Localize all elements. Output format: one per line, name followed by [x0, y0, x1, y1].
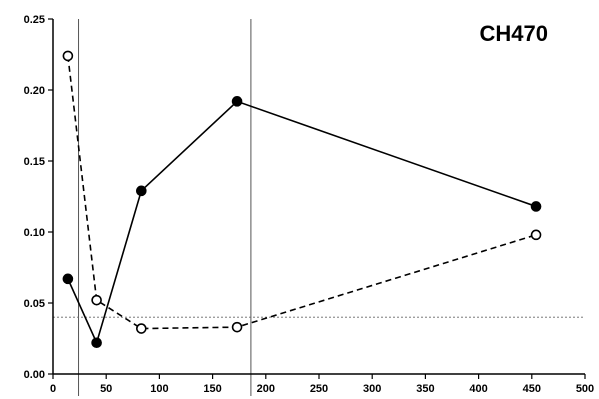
series-line-2	[67, 55, 537, 330]
filled-data-point	[136, 185, 147, 197]
reference-lines	[53, 19, 585, 396]
filled-data-point	[530, 201, 542, 212]
filled-data-point	[231, 96, 243, 107]
open-data-point	[91, 294, 102, 306]
open-data-point	[530, 229, 542, 241]
chart-title: CH470	[480, 21, 548, 46]
series-group	[62, 50, 542, 349]
x-tick-label: 150	[203, 383, 221, 395]
y-tick-label: 0.20	[24, 85, 45, 97]
x-tick-label: 250	[310, 383, 328, 395]
filled-data-point	[91, 337, 102, 349]
y-tick-label: 0.10	[24, 227, 45, 239]
x-tick-label: 50	[100, 383, 112, 395]
open-data-point	[231, 321, 243, 333]
x-tick-label: 0	[50, 383, 56, 395]
x-tick-label: 450	[523, 383, 541, 395]
y-tick-label: 0.15	[24, 156, 45, 168]
x-tick-label: 350	[416, 383, 434, 395]
x-tick-label: 100	[150, 383, 168, 395]
x-tick-label: 400	[469, 383, 487, 395]
x-tick-label: 300	[363, 383, 381, 395]
x-tick-label: 200	[257, 383, 275, 395]
axes: 0.00 0.05 0.10 0.15 0.20 0.25 0 50 100 150 200 250 3…	[24, 14, 595, 395]
filled-data-point	[62, 273, 74, 285]
y-tick-label: 0.00	[24, 369, 45, 381]
x-tick-label: 500	[576, 383, 594, 395]
y-tick-label: 0.05	[24, 298, 45, 310]
open-data-point	[62, 50, 74, 62]
open-data-point	[136, 323, 147, 334]
y-tick-label: 0.25	[24, 14, 45, 26]
